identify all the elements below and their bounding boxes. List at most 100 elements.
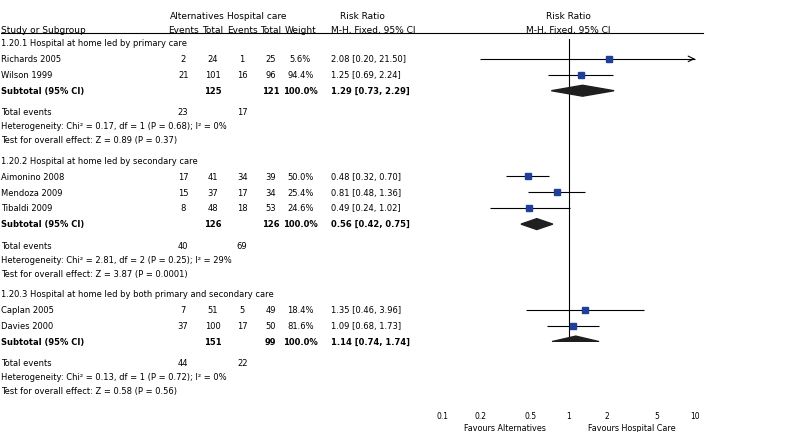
Polygon shape — [552, 336, 599, 347]
Text: 0.1: 0.1 — [436, 412, 448, 421]
Text: 0.49 [0.24, 1.02]: 0.49 [0.24, 1.02] — [330, 204, 400, 213]
Text: 50: 50 — [266, 322, 276, 331]
Text: 151: 151 — [204, 338, 222, 347]
Text: 39: 39 — [266, 173, 276, 181]
Text: 48: 48 — [207, 204, 218, 213]
Polygon shape — [551, 85, 614, 96]
Text: 17: 17 — [237, 108, 247, 118]
Text: 16: 16 — [237, 71, 247, 80]
Text: Heterogeneity: Chi² = 0.17, df = 1 (P = 0.68); I² = 0%: Heterogeneity: Chi² = 0.17, df = 1 (P = … — [2, 122, 227, 131]
Text: 37: 37 — [178, 322, 189, 331]
Text: 10: 10 — [690, 412, 700, 421]
Text: 5: 5 — [654, 412, 659, 421]
Text: 0.81 [0.48, 1.36]: 0.81 [0.48, 1.36] — [330, 188, 401, 197]
Text: 1: 1 — [239, 55, 245, 64]
Text: Heterogeneity: Chi² = 0.13, df = 1 (P = 0.72); I² = 0%: Heterogeneity: Chi² = 0.13, df = 1 (P = … — [2, 373, 227, 382]
Text: 126: 126 — [204, 220, 222, 229]
Text: 2: 2 — [604, 412, 609, 421]
Text: 50.0%: 50.0% — [287, 173, 314, 181]
Text: 34: 34 — [266, 188, 276, 197]
Text: Richards 2005: Richards 2005 — [2, 55, 62, 64]
Text: 21: 21 — [178, 71, 189, 80]
Text: 23: 23 — [178, 108, 189, 118]
Text: 7: 7 — [181, 306, 186, 315]
Text: 126: 126 — [262, 220, 280, 229]
Text: Aimonino 2008: Aimonino 2008 — [2, 173, 65, 181]
Text: 17: 17 — [237, 188, 247, 197]
Text: Subtotal (95% CI): Subtotal (95% CI) — [2, 87, 85, 96]
Text: 100.0%: 100.0% — [283, 338, 318, 347]
Text: 22: 22 — [237, 359, 247, 368]
Text: 1.25 [0.69, 2.24]: 1.25 [0.69, 2.24] — [330, 71, 400, 80]
Text: 37: 37 — [207, 188, 218, 197]
Text: 101: 101 — [205, 71, 221, 80]
Text: 1: 1 — [566, 412, 571, 421]
Text: 2: 2 — [181, 55, 186, 64]
Text: 24: 24 — [207, 55, 218, 64]
Text: 24.6%: 24.6% — [287, 204, 314, 213]
Text: 96: 96 — [266, 71, 276, 80]
Text: 25.4%: 25.4% — [287, 188, 314, 197]
Text: Alternatives: Alternatives — [170, 12, 225, 21]
Text: 99: 99 — [265, 338, 277, 347]
Text: 0.5: 0.5 — [525, 412, 537, 421]
Text: Total: Total — [260, 25, 282, 35]
Text: 5: 5 — [239, 306, 245, 315]
Text: 1.20.3 Hospital at home led by both primary and secondary care: 1.20.3 Hospital at home led by both prim… — [2, 290, 274, 299]
Text: Total events: Total events — [2, 242, 52, 251]
Polygon shape — [521, 219, 553, 229]
Text: 51: 51 — [207, 306, 218, 315]
Text: Events: Events — [227, 25, 258, 35]
Text: 1.20.1 Hospital at home led by primary care: 1.20.1 Hospital at home led by primary c… — [2, 39, 187, 48]
Text: 44: 44 — [178, 359, 189, 368]
Text: Test for overall effect: Z = 0.89 (P = 0.37): Test for overall effect: Z = 0.89 (P = 0… — [2, 136, 178, 145]
Text: Mendoza 2009: Mendoza 2009 — [2, 188, 63, 197]
Text: 1.09 [0.68, 1.73]: 1.09 [0.68, 1.73] — [330, 322, 401, 331]
Text: 18: 18 — [237, 204, 247, 213]
Text: 121: 121 — [262, 87, 280, 96]
Text: Wilson 1999: Wilson 1999 — [2, 71, 53, 80]
Text: Events: Events — [168, 25, 198, 35]
Text: Subtotal (95% CI): Subtotal (95% CI) — [2, 220, 85, 229]
Text: 1.14 [0.74, 1.74]: 1.14 [0.74, 1.74] — [330, 338, 410, 347]
Text: 0.2: 0.2 — [474, 412, 486, 421]
Text: 25: 25 — [266, 55, 276, 64]
Text: Hospital care: Hospital care — [226, 12, 286, 21]
Text: Favours Hospital Care: Favours Hospital Care — [588, 423, 676, 432]
Text: 1.35 [0.46, 3.96]: 1.35 [0.46, 3.96] — [330, 306, 401, 315]
Text: 94.4%: 94.4% — [287, 71, 314, 80]
Text: Risk Ratio: Risk Ratio — [546, 12, 591, 21]
Text: 1.20.2 Hospital at home led by secondary care: 1.20.2 Hospital at home led by secondary… — [2, 157, 198, 165]
Text: 49: 49 — [266, 306, 276, 315]
Text: 125: 125 — [204, 87, 222, 96]
Text: 81.6%: 81.6% — [287, 322, 314, 331]
Text: M-H, Fixed, 95% CI: M-H, Fixed, 95% CI — [526, 25, 611, 35]
Text: Total events: Total events — [2, 108, 52, 118]
Text: Risk Ratio: Risk Ratio — [340, 12, 385, 21]
Text: 1.29 [0.73, 2.29]: 1.29 [0.73, 2.29] — [330, 87, 410, 96]
Text: 0.48 [0.32, 0.70]: 0.48 [0.32, 0.70] — [330, 173, 401, 181]
Text: 2.08 [0.20, 21.50]: 2.08 [0.20, 21.50] — [330, 55, 406, 64]
Text: Tibaldi 2009: Tibaldi 2009 — [2, 204, 53, 213]
Text: Caplan 2005: Caplan 2005 — [2, 306, 54, 315]
Text: Total events: Total events — [2, 359, 52, 368]
Text: 8: 8 — [181, 204, 186, 213]
Text: M-H, Fixed, 95% CI: M-H, Fixed, 95% CI — [330, 25, 415, 35]
Text: 0.56 [0.42, 0.75]: 0.56 [0.42, 0.75] — [330, 220, 410, 229]
Text: 53: 53 — [266, 204, 276, 213]
Text: Total: Total — [202, 25, 223, 35]
Text: 100.0%: 100.0% — [283, 87, 318, 96]
Text: 41: 41 — [207, 173, 218, 181]
Text: 100.0%: 100.0% — [283, 220, 318, 229]
Text: Subtotal (95% CI): Subtotal (95% CI) — [2, 338, 85, 347]
Text: Favours Alternatives: Favours Alternatives — [465, 423, 546, 432]
Text: Weight: Weight — [285, 25, 316, 35]
Text: Test for overall effect: Z = 0.58 (P = 0.56): Test for overall effect: Z = 0.58 (P = 0… — [2, 387, 178, 396]
Text: 34: 34 — [237, 173, 247, 181]
Text: Heterogeneity: Chi² = 2.81, df = 2 (P = 0.25); I² = 29%: Heterogeneity: Chi² = 2.81, df = 2 (P = … — [2, 256, 232, 265]
Text: 17: 17 — [178, 173, 189, 181]
Text: 100: 100 — [205, 322, 221, 331]
Text: Davies 2000: Davies 2000 — [2, 322, 54, 331]
Text: 18.4%: 18.4% — [287, 306, 314, 315]
Text: 69: 69 — [237, 242, 247, 251]
